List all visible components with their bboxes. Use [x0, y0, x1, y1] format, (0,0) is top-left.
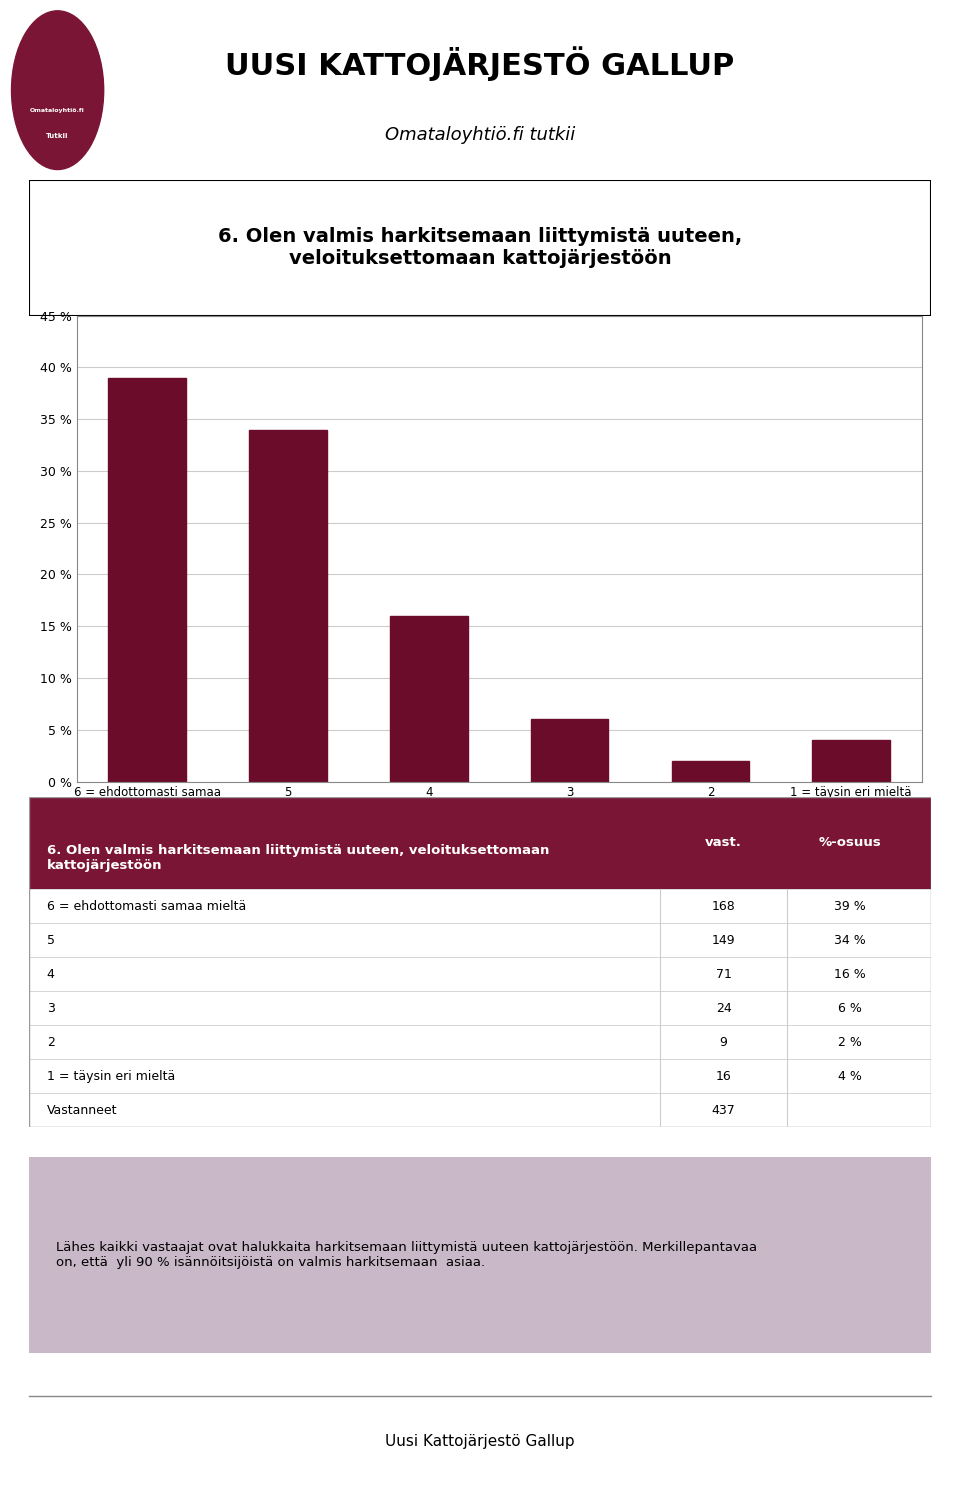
Text: Omataloyhtiö.fi: Omataloyhtiö.fi: [30, 108, 85, 113]
Text: Lähes kaikki vastaajat ovat halukkaita harkitsemaan liittymistä uuteen kattojärj: Lähes kaikki vastaajat ovat halukkaita h…: [56, 1241, 757, 1269]
FancyBboxPatch shape: [29, 1157, 931, 1353]
Text: 6 %: 6 %: [838, 1001, 862, 1015]
Bar: [812, 739, 890, 782]
Text: 9: 9: [720, 1036, 728, 1049]
Text: 24: 24: [716, 1001, 732, 1015]
Text: 2 %: 2 %: [838, 1036, 862, 1049]
Text: 4: 4: [47, 968, 55, 980]
Text: 1 = täysin eri mieltä: 1 = täysin eri mieltä: [47, 1070, 175, 1082]
Circle shape: [12, 11, 104, 170]
Text: Tutkii: Tutkii: [46, 134, 69, 140]
FancyBboxPatch shape: [29, 797, 931, 890]
Text: 6 = ehdottomasti samaa mieltä: 6 = ehdottomasti samaa mieltä: [47, 900, 246, 912]
Text: %-osuus: %-osuus: [819, 836, 881, 849]
Text: 437: 437: [711, 1103, 735, 1117]
Bar: [672, 761, 749, 782]
Text: 16: 16: [716, 1070, 732, 1082]
Text: 34 %: 34 %: [834, 933, 866, 947]
FancyBboxPatch shape: [29, 1060, 931, 1093]
FancyBboxPatch shape: [29, 1093, 931, 1127]
FancyBboxPatch shape: [29, 990, 931, 1025]
Text: Vastanneet: Vastanneet: [47, 1103, 117, 1117]
Text: 3: 3: [47, 1001, 55, 1015]
Text: 168: 168: [711, 900, 735, 912]
Text: vast.: vast.: [706, 836, 742, 849]
Bar: [250, 430, 326, 782]
Text: Omataloyhtiö.fi tutkii: Omataloyhtiö.fi tutkii: [385, 126, 575, 144]
Bar: [108, 377, 186, 782]
Text: 71: 71: [716, 968, 732, 980]
Text: 5: 5: [47, 933, 55, 947]
Bar: [390, 616, 468, 782]
FancyBboxPatch shape: [29, 923, 931, 957]
Text: 2: 2: [47, 1036, 55, 1049]
Text: 6. Olen valmis harkitsemaan liittymistä uuteen, veloituksettomaan
kattojärjestöö: 6. Olen valmis harkitsemaan liittymistä …: [47, 843, 549, 872]
Bar: [531, 720, 609, 782]
Text: 149: 149: [711, 933, 735, 947]
FancyBboxPatch shape: [29, 1025, 931, 1060]
Text: UUSI KATTOJÄRJESTÖ GALLUP: UUSI KATTOJÄRJESTÖ GALLUP: [226, 45, 734, 81]
FancyBboxPatch shape: [29, 890, 931, 923]
Text: 4 %: 4 %: [838, 1070, 862, 1082]
FancyBboxPatch shape: [29, 957, 931, 990]
Text: 16 %: 16 %: [834, 968, 866, 980]
Text: 6. Olen valmis harkitsemaan liittymistä uuteen,
veloituksettomaan kattojärjestöö: 6. Olen valmis harkitsemaan liittymistä …: [218, 227, 742, 269]
FancyBboxPatch shape: [29, 180, 931, 316]
Text: 39 %: 39 %: [834, 900, 866, 912]
Text: Uusi Kattojärjestö Gallup: Uusi Kattojärjestö Gallup: [385, 1434, 575, 1449]
